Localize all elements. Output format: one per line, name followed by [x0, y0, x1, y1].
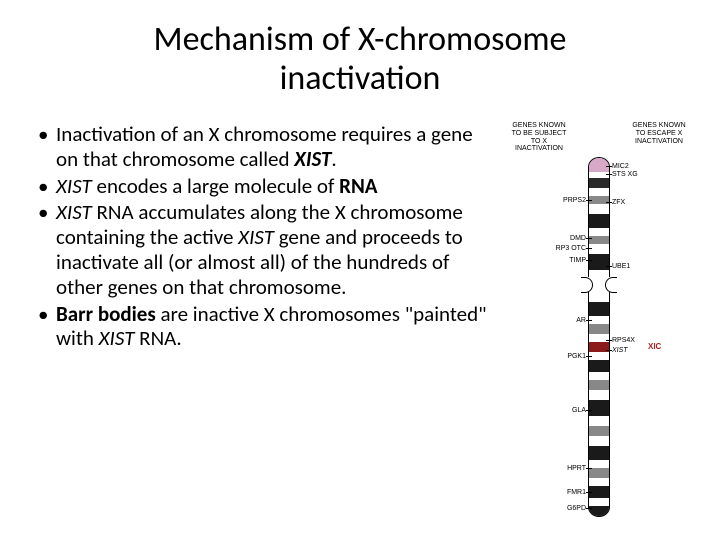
- chromosome-band: [589, 254, 609, 270]
- chromosome-band: [589, 416, 609, 426]
- chromosome-band: [589, 188, 609, 196]
- centromere: [587, 277, 611, 291]
- gene-tick: [586, 248, 592, 249]
- chromosome-band: [589, 158, 609, 172]
- gene-label: UBE1: [612, 263, 630, 270]
- bullet-3: XIST RNA accumulates along the X chromos…: [38, 200, 492, 299]
- chromosome-band: [589, 372, 609, 380]
- gene-label: GLA: [572, 407, 586, 414]
- bullet-list: Inactivation of an X chromosome requires…: [30, 122, 496, 517]
- gene-tick: [586, 320, 592, 321]
- chromosome-band: [589, 360, 609, 372]
- gene-label: XIST: [612, 347, 628, 354]
- gene-tick: [606, 350, 612, 351]
- chromosome-band: [589, 460, 609, 468]
- chromosome-band: [589, 302, 609, 316]
- diagram-header-left: GENES KNOWN TO BE SUBJECT TO X INACTIVAT…: [508, 122, 570, 153]
- diagram-header-right: GENES KNOWN TO ESCAPE X INACTIVATION: [628, 122, 690, 153]
- gene-tick: [586, 468, 592, 469]
- gene-tick: [586, 238, 592, 239]
- gene-label: PRPS2: [563, 197, 586, 204]
- gene-tick: [586, 508, 592, 509]
- gene-tick: [586, 200, 592, 201]
- chromosome-band: [589, 468, 609, 478]
- gene-tick: [586, 356, 592, 357]
- chromosome-band: [589, 236, 609, 244]
- gene-tick: [606, 166, 612, 167]
- gene-label: G6PD: [567, 505, 586, 512]
- bullet-2: XIST encodes a large molecule of RNA: [38, 174, 492, 199]
- gene-tick: [606, 174, 612, 175]
- chromosome-band: [589, 446, 609, 460]
- gene-label: STS XG: [612, 171, 638, 178]
- chromosome-band: [589, 352, 609, 360]
- slide: Mechanism of X-chromosome inactivation I…: [0, 0, 720, 540]
- chromosome-band: [589, 316, 609, 324]
- gene-tick: [586, 260, 592, 261]
- chromosome-band: [589, 426, 609, 436]
- gene-tick: [606, 340, 612, 341]
- bullet-1: Inactivation of an X chromosome requires…: [38, 122, 492, 172]
- chromosome-band: [589, 178, 609, 188]
- chromosome-band: [589, 478, 609, 486]
- gene-label: RPS4X: [612, 337, 635, 344]
- gene-label: HPRT: [567, 465, 586, 472]
- chromosome-band: [589, 292, 609, 302]
- chromosome: [588, 157, 610, 517]
- chromosome-band: [589, 436, 609, 446]
- chromosome-band: [589, 380, 609, 390]
- chromosome-band: [589, 390, 609, 400]
- bullet-4: Barr bodies are inactive X chromosomes "…: [38, 302, 492, 352]
- chromosome-outline: [588, 157, 610, 517]
- slide-title: Mechanism of X-chromosome inactivation: [70, 20, 650, 98]
- content-row: Inactivation of an X chromosome requires…: [30, 122, 690, 517]
- gene-label: MIC2: [612, 163, 629, 170]
- diagram-headers: GENES KNOWN TO BE SUBJECT TO X INACTIVAT…: [508, 122, 690, 153]
- chromosome-band: [589, 214, 609, 228]
- gene-label: TIMP: [569, 257, 586, 264]
- chromosome-band: [589, 400, 609, 416]
- gene-label: PGK1: [567, 353, 586, 360]
- chromosome-diagram: GENES KNOWN TO BE SUBJECT TO X INACTIVAT…: [508, 122, 690, 517]
- chromosome-band: [589, 486, 609, 498]
- chromosome-band: [589, 204, 609, 214]
- chromosome-band: [589, 244, 609, 254]
- chromosome-band: [589, 324, 609, 334]
- xic-label: XIC: [648, 343, 661, 351]
- gene-tick: [606, 266, 612, 267]
- gene-label: FMR1: [567, 489, 586, 496]
- gene-label: DMD: [570, 235, 586, 242]
- gene-label: ZFX: [612, 199, 625, 206]
- chromosome-band: [589, 506, 609, 517]
- gene-tick: [586, 492, 592, 493]
- gene-label: RP3 OTC: [556, 245, 586, 252]
- chromosome-band: [589, 228, 609, 236]
- gene-label: AR: [576, 317, 586, 324]
- diagram-body: PRPS2 DMD RP3 OTC TIMP AR PGK1 GLA HPRT FMR1 G6PD…: [508, 157, 690, 517]
- gene-tick: [586, 410, 592, 411]
- chromosome-band: [589, 498, 609, 506]
- gene-tick: [606, 202, 612, 203]
